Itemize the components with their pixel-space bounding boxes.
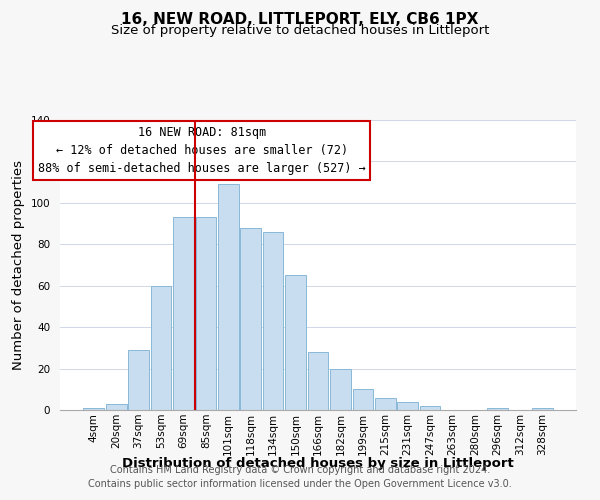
Bar <box>218 184 239 410</box>
Bar <box>308 352 328 410</box>
Bar <box>532 408 553 410</box>
Text: 16, NEW ROAD, LITTLEPORT, ELY, CB6 1PX: 16, NEW ROAD, LITTLEPORT, ELY, CB6 1PX <box>121 12 479 28</box>
Bar <box>106 404 127 410</box>
Bar <box>487 408 508 410</box>
Bar <box>151 286 172 410</box>
Bar <box>241 228 261 410</box>
Bar <box>353 390 373 410</box>
Bar <box>128 350 149 410</box>
Bar <box>397 402 418 410</box>
Bar <box>375 398 395 410</box>
Text: 16 NEW ROAD: 81sqm
← 12% of detached houses are smaller (72)
88% of semi-detache: 16 NEW ROAD: 81sqm ← 12% of detached hou… <box>38 126 366 175</box>
Text: Size of property relative to detached houses in Littleport: Size of property relative to detached ho… <box>111 24 489 37</box>
Y-axis label: Number of detached properties: Number of detached properties <box>12 160 25 370</box>
Bar <box>420 406 440 410</box>
Bar <box>196 218 216 410</box>
Bar <box>83 408 104 410</box>
Text: Contains HM Land Registry data © Crown copyright and database right 2024.
Contai: Contains HM Land Registry data © Crown c… <box>88 465 512 489</box>
Bar <box>263 232 283 410</box>
Bar <box>285 276 306 410</box>
Bar <box>330 368 351 410</box>
Bar <box>173 218 194 410</box>
Text: Distribution of detached houses by size in Littleport: Distribution of detached houses by size … <box>122 458 514 470</box>
